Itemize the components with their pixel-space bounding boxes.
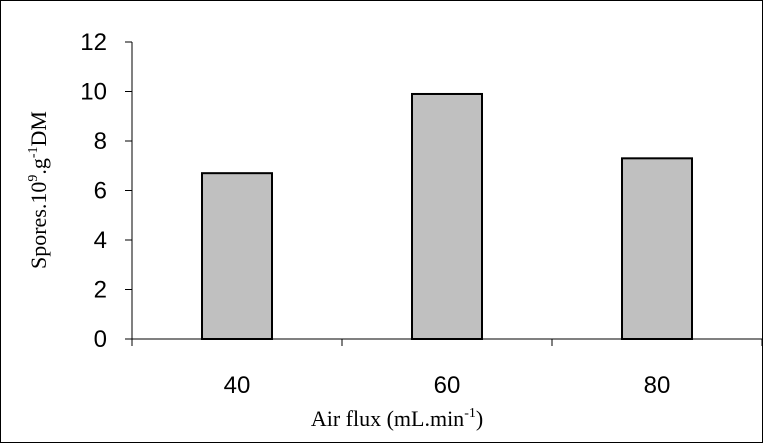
y-ticks: 0 2 4 6 8 10 12 bbox=[80, 29, 132, 353]
x-tick-labels: 40 60 80 bbox=[224, 372, 671, 399]
y-tick-label: 2 bbox=[94, 277, 107, 304]
bars bbox=[201, 92, 693, 340]
x-axis-title: Air flux (mL.min-1) bbox=[311, 406, 483, 431]
bar-40 bbox=[201, 172, 273, 340]
y-tick-label: 6 bbox=[94, 178, 107, 205]
y-tick-label: 10 bbox=[80, 79, 107, 106]
x-ticks bbox=[131, 339, 763, 346]
y-tick-label: 8 bbox=[94, 128, 107, 155]
y-axis-title-part3: DM bbox=[26, 111, 51, 146]
y-axis-title-part1: Spores.10 bbox=[26, 182, 51, 269]
y-tick-label: 12 bbox=[80, 29, 107, 56]
x-tick-label-60: 60 bbox=[434, 372, 461, 399]
x-tick-label-80: 80 bbox=[644, 372, 671, 399]
y-tick-label: 4 bbox=[94, 227, 107, 254]
y-axis-title-part2: .g bbox=[26, 158, 51, 175]
y-tick-label: 0 bbox=[94, 326, 107, 353]
x-tick-label-40: 40 bbox=[224, 372, 251, 399]
bar-80 bbox=[621, 157, 693, 340]
y-axis-title-sup1: 9 bbox=[26, 175, 41, 182]
y-axis-title-sup2: -1 bbox=[26, 146, 41, 158]
x-axis-title-main: Air flux (mL.min bbox=[311, 406, 464, 431]
bar-60 bbox=[411, 92, 483, 340]
x-axis-title-sup: -1 bbox=[464, 406, 476, 421]
x-axis-title-tail: ) bbox=[476, 406, 483, 431]
y-axis-title: Spores.109.g-1DM bbox=[26, 111, 51, 269]
